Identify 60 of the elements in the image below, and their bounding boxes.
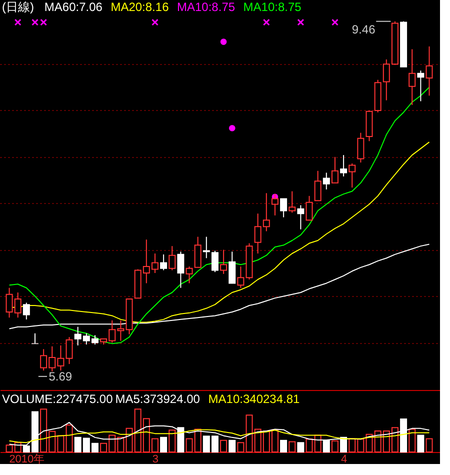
text: MA10:8.75 — [243, 0, 302, 14]
candlestick — [348, 162, 356, 188]
candlestick — [314, 170, 322, 202]
bar — [426, 438, 433, 452]
bar — [220, 440, 228, 452]
chart-title: (日線) — [2, 0, 34, 14]
candlestick — [32, 332, 38, 344]
candlestick — [202, 236, 210, 259]
x-tick-label: 2010年 — [9, 454, 45, 466]
bar — [288, 441, 296, 452]
text: MA20:8.16 — [110, 0, 170, 14]
candlestick — [22, 302, 30, 320]
bar — [237, 442, 244, 452]
candlestick — [297, 204, 304, 230]
bar — [331, 440, 338, 452]
point — [152, 18, 158, 26]
candlestick — [237, 266, 244, 288]
bar — [168, 430, 176, 452]
point — [40, 18, 48, 26]
bar — [297, 442, 304, 452]
annotation: 9.46 — [352, 22, 376, 36]
candlestick — [417, 70, 424, 102]
candlestick — [177, 251, 184, 288]
text: MA5:373924.00 — [115, 392, 200, 406]
candlestick — [211, 250, 218, 273]
candlestick — [186, 266, 193, 284]
candlestick — [322, 172, 330, 190]
candlestick — [66, 336, 73, 364]
bar — [408, 428, 416, 452]
x-tick-label: 4 — [340, 454, 348, 466]
candlestick — [194, 236, 202, 268]
point — [32, 18, 38, 26]
annotation: 5.69 — [48, 369, 72, 384]
candlestick — [288, 190, 296, 214]
text: MA60:7.06 — [44, 0, 103, 14]
x-tick-label: 3 — [152, 454, 159, 466]
candlestick — [168, 246, 176, 271]
point — [297, 18, 304, 26]
candlestick — [220, 249, 228, 274]
text: MA10:8.75 — [177, 0, 236, 14]
bar — [417, 434, 424, 452]
candlestick — [357, 132, 364, 163]
candlestick — [228, 251, 236, 284]
point — [262, 18, 270, 26]
point — [331, 18, 338, 26]
candlestick — [340, 154, 348, 177]
series-label: MA10:340234.81 — [208, 392, 300, 406]
point — [14, 18, 22, 26]
candlestick — [408, 48, 416, 106]
point — [228, 124, 236, 132]
candlestick — [331, 156, 338, 184]
candlestick — [280, 198, 288, 218]
candlestick — [160, 254, 168, 271]
point — [220, 38, 227, 45]
candlestick — [306, 195, 313, 221]
bar — [160, 436, 168, 452]
chart-title: VOLUME:227475.00 — [2, 392, 114, 406]
bar — [66, 424, 73, 452]
candlestick — [426, 46, 433, 96]
bar — [280, 440, 288, 452]
